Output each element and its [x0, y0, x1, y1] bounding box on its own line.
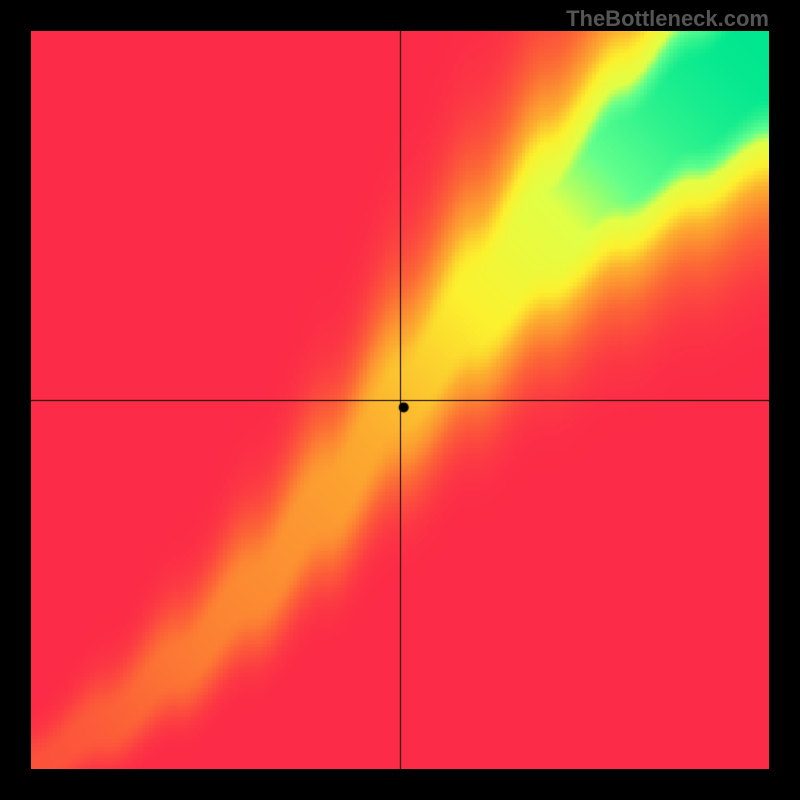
bottleneck-heatmap [31, 31, 769, 769]
watermark-text: TheBottleneck.com [566, 6, 769, 32]
chart-container: TheBottleneck.com [0, 0, 800, 800]
